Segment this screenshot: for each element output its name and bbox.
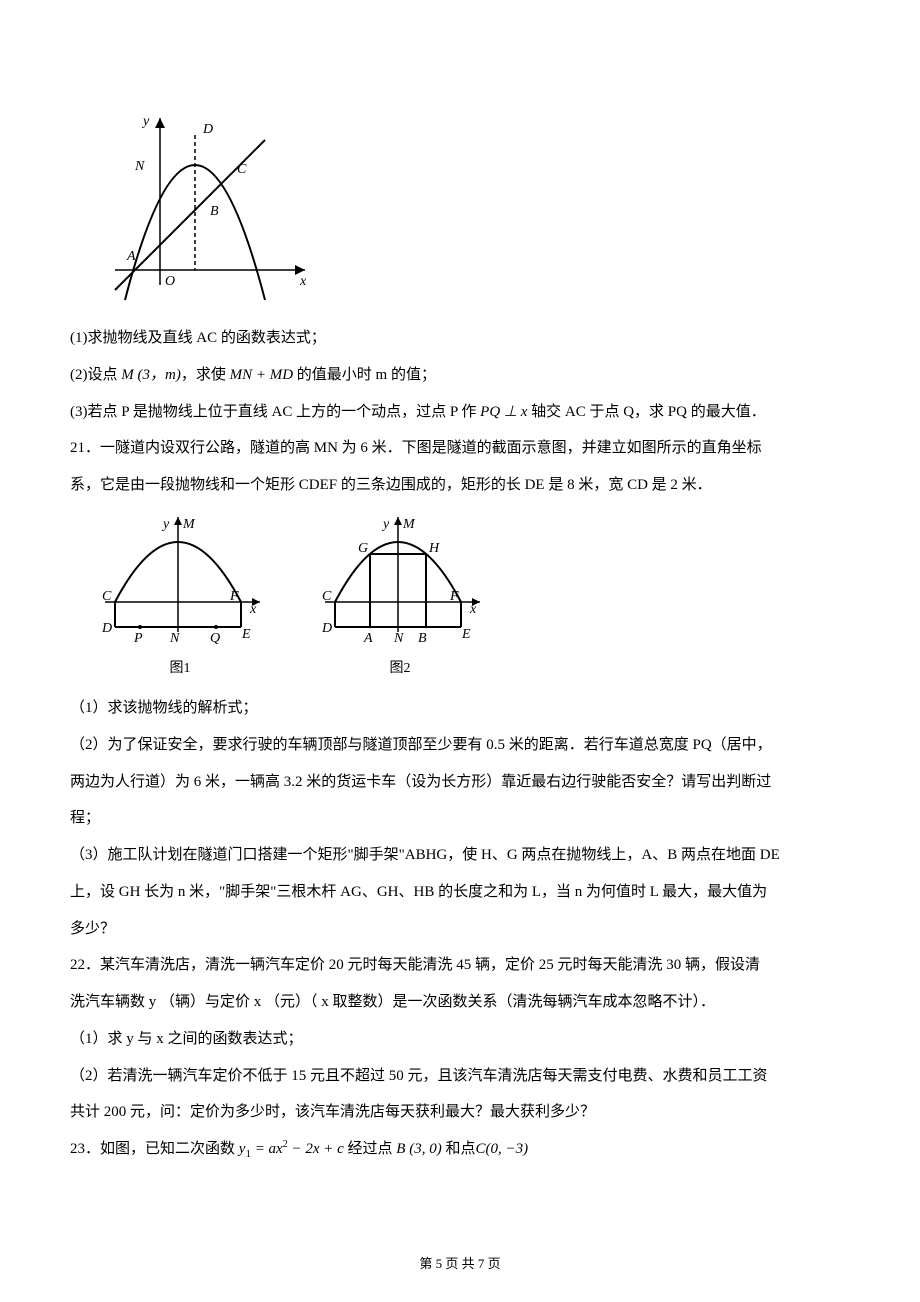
svg-text:B: B — [210, 204, 219, 219]
svg-text:D: D — [202, 122, 213, 137]
svg-text:N: N — [169, 631, 180, 646]
q22-stem-a: 22．某汽车清洗店，清洗一辆汽车定价 20 元时每天能清洗 45 辆，定价 25… — [70, 947, 860, 984]
svg-text:E: E — [461, 627, 471, 642]
page-footer: 第 5 页 共 7 页 — [0, 1253, 920, 1272]
svg-text:y: y — [161, 517, 170, 532]
q21-part3b: 上，设 GH 长为 n 米，"脚手架"三根木杆 AG、GH、HB 的长度之和为 … — [70, 874, 860, 911]
svg-text:H: H — [428, 541, 440, 556]
svg-text:G: G — [358, 541, 368, 556]
svg-text:y: y — [381, 517, 390, 532]
svg-text:B: B — [418, 631, 427, 646]
svg-text:D: D — [101, 621, 112, 636]
svg-text:x: x — [249, 602, 257, 617]
svg-text:F: F — [449, 589, 459, 604]
q20-part2: (2)设点 M (3，m)，求使 MN + MD 的值最小时 m 的值； — [70, 357, 860, 394]
q21-part3a: （3）施工队计划在隧道门口搭建一个矩形"脚手架"ABHG，使 H、G 两点在抛物… — [70, 837, 860, 874]
q22-part2a: （2）若清洗一辆汽车定价不低于 15 元且不超过 50 元，且该汽车清洗店每天需… — [70, 1058, 860, 1095]
fig-caption-2: 图2 — [310, 652, 490, 686]
svg-text:C: C — [237, 162, 247, 177]
svg-text:D: D — [321, 621, 332, 636]
svg-text:O: O — [165, 274, 175, 289]
svg-text:Q: Q — [210, 631, 220, 646]
q22-stem-b: 洗汽车辆数 y （辆）与定价 x （元）（ x 取整数）是一次函数关系（清洗每辆… — [70, 984, 860, 1021]
svg-text:N: N — [393, 631, 404, 646]
svg-text:M: M — [182, 517, 196, 532]
q21-part2c: 程； — [70, 800, 860, 837]
svg-text:x: x — [299, 274, 307, 289]
svg-text:A: A — [126, 249, 136, 264]
svg-text:x: x — [469, 602, 477, 617]
q21-part3c: 多少？ — [70, 911, 860, 948]
q23-stem: 23．如图，已知二次函数 y1 = ax2 − 2x + c 经过点 B (3,… — [70, 1131, 860, 1168]
q21-stem-a: 21．一隧道内设双行公路，隧道的高 MN 为 6 米．下图是隧道的截面示意图，并… — [70, 430, 860, 467]
q21-part1: （1）求该抛物线的解析式； — [70, 690, 860, 727]
svg-text:M: M — [402, 517, 416, 532]
q21-part2b: 两边为人行道）为 6 米，一辆高 3.2 米的货运卡车（设为长方形）靠近最右边行… — [70, 764, 860, 801]
svg-text:C: C — [102, 589, 112, 604]
svg-text:y: y — [141, 114, 150, 129]
svg-text:P: P — [133, 631, 143, 646]
q20-part3: (3)若点 P 是抛物线上位于直线 AC 上方的一个动点，过点 P 作 PQ ⊥… — [70, 394, 860, 431]
figure-tunnel-row: y M C F x D N E P Q 图1 — [90, 512, 860, 686]
fig-caption-1: 图1 — [90, 652, 270, 686]
q20-part1: (1)求抛物线及直线 AC 的函数表达式； — [70, 320, 860, 357]
figure-parabola-line: y D N C B A O x — [105, 110, 860, 310]
q21-part2a: （2）为了保证安全，要求行驶的车辆顶部与隧道顶部至少要有 0.5 米的距离．若行… — [70, 727, 860, 764]
q22-part2b: 共计 200 元，问：定价为多少时，该汽车清洗店每天获利最大？最大获利多少？ — [70, 1094, 860, 1131]
svg-text:A: A — [363, 631, 373, 646]
q21-stem-b: 系，它是由一段抛物线和一个矩形 CDEF 的三条边围成的，矩形的长 DE 是 8… — [70, 467, 860, 504]
q22-part1: （1）求 y 与 x 之间的函数表达式； — [70, 1021, 860, 1058]
svg-text:F: F — [229, 589, 239, 604]
svg-text:C: C — [322, 589, 332, 604]
svg-text:N: N — [134, 159, 145, 174]
svg-text:E: E — [241, 627, 251, 642]
